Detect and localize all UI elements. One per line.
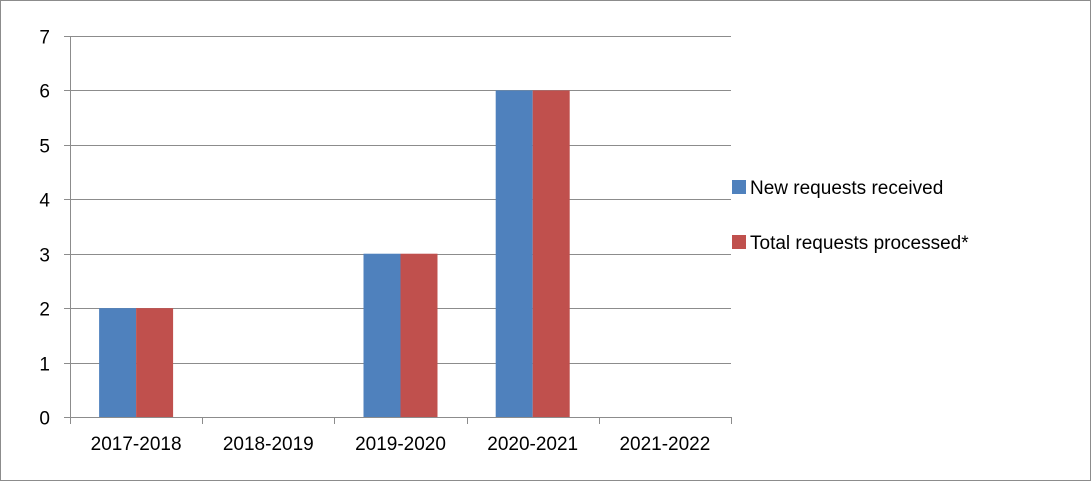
bar [136,308,173,417]
legend-swatch [732,235,746,249]
x-tick-label: 2021-2022 [619,434,710,455]
x-tick-label: 2017-2018 [91,434,182,455]
y-tick-label: 5 [39,137,50,158]
y-tick-label: 2 [39,300,50,321]
x-tick-label: 2019-2020 [355,434,446,455]
y-tick-label: 4 [39,191,50,212]
legend-label: Total requests processed* [750,233,969,254]
bar [533,90,570,417]
bar [364,254,401,417]
legend-swatch [732,180,746,194]
y-tick-label: 7 [39,28,50,49]
bar [496,90,533,417]
y-tick-label: 3 [39,246,50,267]
y-tick-label: 6 [39,82,50,103]
bar [99,308,136,417]
y-tick-label: 1 [39,355,50,376]
legend-label: New requests received [750,178,943,199]
x-tick-label: 2018-2019 [223,434,314,455]
y-tick-label: 0 [39,409,50,430]
bar [401,254,438,417]
x-tick-label: 2020-2021 [487,434,578,455]
